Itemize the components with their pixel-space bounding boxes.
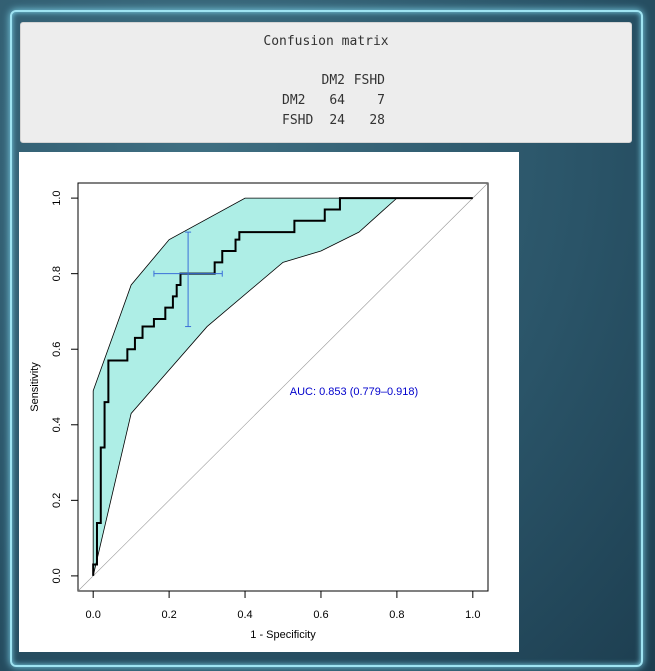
confusion-matrix: Confusion matrix DM2 FSHD DM2 64 7 FSHD 24 28 bbox=[20, 22, 632, 143]
cm-col-header: FSHD bbox=[353, 73, 385, 88]
y-tick-label: 0.0 bbox=[51, 568, 63, 583]
frame bbox=[10, 10, 643, 667]
cm-row-label: FSHD bbox=[282, 113, 314, 128]
cm-cell: 7 bbox=[377, 93, 385, 108]
x-tick-label: 0.2 bbox=[161, 609, 176, 621]
x-tick-label: 0.0 bbox=[86, 609, 101, 621]
y-tick-label: 0.2 bbox=[51, 493, 63, 508]
auc-label: AUC: 0.853 (0.779–0.918) bbox=[290, 386, 418, 398]
y-tick-label: 0.6 bbox=[51, 342, 63, 357]
x-tick-label: 1.0 bbox=[465, 609, 480, 621]
x-tick-label: 0.8 bbox=[389, 609, 404, 621]
roc-curve bbox=[92, 197, 473, 576]
cm-row-label: DM2 bbox=[282, 93, 306, 108]
x-tick-label: 0.6 bbox=[313, 609, 328, 621]
plot-box bbox=[77, 182, 489, 592]
y-tick-label: 1.0 bbox=[51, 190, 63, 205]
y-tick-label: 0.4 bbox=[51, 417, 63, 432]
cm-col-header: DM2 bbox=[321, 73, 345, 88]
y-label: Sensitivity bbox=[29, 362, 41, 412]
y-tick-label: 0.8 bbox=[51, 266, 63, 281]
roc-chart: 1 - Specificity Sensitivity AUC: 0.853 (… bbox=[19, 152, 519, 652]
cm-cell: 24 bbox=[329, 113, 345, 128]
cm-title: Confusion matrix bbox=[263, 34, 389, 49]
diagonal bbox=[77, 182, 489, 592]
x-tick-label: 0.4 bbox=[237, 609, 252, 621]
x-label: 1 - Specificity bbox=[250, 629, 316, 641]
cm-cell: 64 bbox=[329, 93, 345, 108]
cm-cell: 28 bbox=[369, 113, 385, 128]
